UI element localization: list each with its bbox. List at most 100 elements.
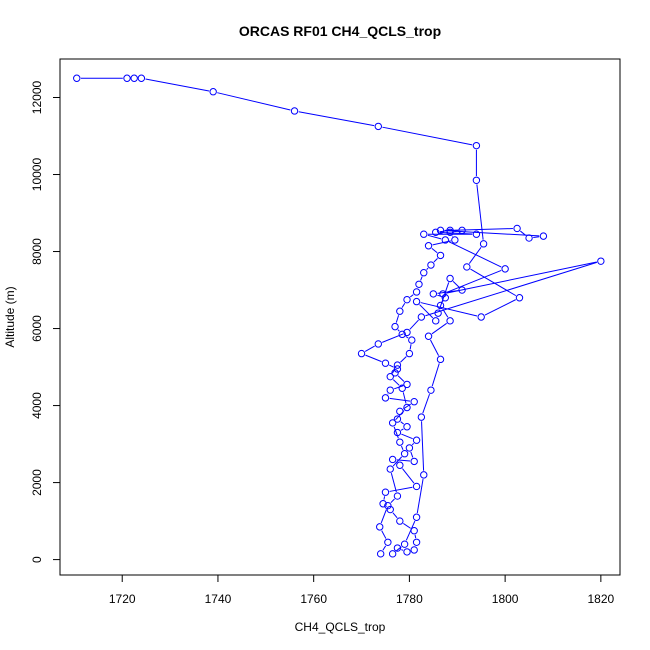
data-point — [424, 242, 433, 250]
data-point — [393, 415, 402, 423]
data-point — [381, 359, 390, 367]
data-point — [393, 492, 402, 500]
data-point — [432, 317, 440, 325]
series-segment — [389, 364, 394, 368]
series-segment — [533, 236, 540, 238]
data-point — [73, 74, 81, 82]
x-tick-label: 1720 — [109, 592, 136, 606]
data-point — [446, 226, 454, 235]
data-point — [396, 407, 404, 416]
data-point — [386, 372, 394, 381]
series-segment — [414, 534, 417, 539]
y-tick-label: 12000 — [30, 80, 44, 114]
series-segment — [454, 228, 513, 231]
data-point — [403, 423, 411, 431]
series-segment — [400, 428, 404, 431]
series-segment — [395, 461, 397, 464]
data-point — [388, 550, 397, 558]
series-segment — [422, 393, 431, 414]
series-segment — [401, 302, 406, 308]
data-point — [403, 380, 411, 389]
data-point — [525, 234, 533, 242]
series-segment — [389, 486, 413, 492]
data-point — [357, 349, 366, 358]
data-point — [410, 527, 418, 535]
data-point — [408, 336, 416, 344]
data-point — [412, 436, 421, 444]
data-point — [374, 340, 382, 348]
series-segment — [394, 385, 404, 390]
data-point — [477, 313, 485, 321]
series-points — [73, 74, 605, 558]
series-segment — [401, 433, 413, 440]
x-tick-label: 1780 — [396, 592, 423, 606]
series-segment — [431, 363, 440, 387]
data-point — [391, 322, 399, 331]
data-point — [130, 74, 138, 82]
data-point — [396, 517, 404, 525]
series-segment — [396, 459, 411, 462]
data-point — [384, 538, 392, 546]
series-segment — [439, 282, 450, 310]
plot-frame — [59, 58, 621, 576]
data-point — [597, 257, 605, 265]
series-segment — [410, 451, 414, 458]
series-segment — [419, 304, 434, 319]
series-segment — [442, 308, 449, 318]
series-segment — [433, 258, 438, 263]
data-point — [424, 332, 433, 340]
data-point — [396, 438, 404, 446]
data-point — [137, 74, 146, 82]
series-segment — [405, 336, 409, 339]
series-segment — [427, 234, 442, 240]
data-point — [436, 226, 445, 235]
data-point — [391, 369, 399, 377]
data-point — [396, 461, 404, 469]
data-point — [439, 290, 447, 298]
data-point — [427, 261, 435, 269]
series-segment — [446, 269, 502, 293]
data-point — [393, 365, 402, 373]
series-segment — [421, 421, 425, 471]
data-point — [415, 280, 423, 288]
chart-title: ORCAS RF01 CH4_QCLS_trop — [239, 23, 441, 39]
data-point — [436, 301, 445, 310]
data-point — [417, 413, 426, 421]
data-point — [405, 349, 414, 358]
data-point — [290, 107, 299, 115]
data-point — [376, 550, 385, 558]
series-segment — [520, 230, 527, 236]
data-point — [209, 88, 217, 96]
series-segment — [380, 509, 387, 524]
series-segment — [448, 241, 502, 268]
series-segment — [420, 276, 423, 281]
series-segment — [401, 549, 404, 551]
series-segment — [426, 267, 429, 270]
data-point — [420, 269, 428, 277]
series-segment — [217, 92, 291, 111]
series-segment — [437, 290, 458, 294]
data-point — [381, 394, 390, 402]
data-point — [434, 309, 442, 317]
series-segment — [383, 496, 386, 500]
x-tick-label: 1760 — [300, 592, 327, 606]
data-point — [412, 288, 421, 296]
series-segment — [431, 248, 438, 254]
series-segment — [476, 184, 484, 240]
data-point — [403, 548, 411, 556]
series-segment — [381, 530, 387, 539]
series-segment — [402, 392, 407, 404]
data-point — [393, 544, 402, 552]
data-point — [427, 386, 435, 394]
data-point — [393, 428, 402, 437]
series-segment — [392, 456, 403, 467]
x-tick-label: 1800 — [492, 592, 519, 606]
y-tick-label: 0 — [30, 556, 44, 563]
data-point — [384, 501, 392, 510]
series-segment — [392, 379, 400, 386]
series-segment — [365, 354, 382, 363]
series-segment — [382, 126, 473, 146]
data-point — [501, 265, 509, 273]
y-tick-label: 4000 — [30, 392, 44, 419]
